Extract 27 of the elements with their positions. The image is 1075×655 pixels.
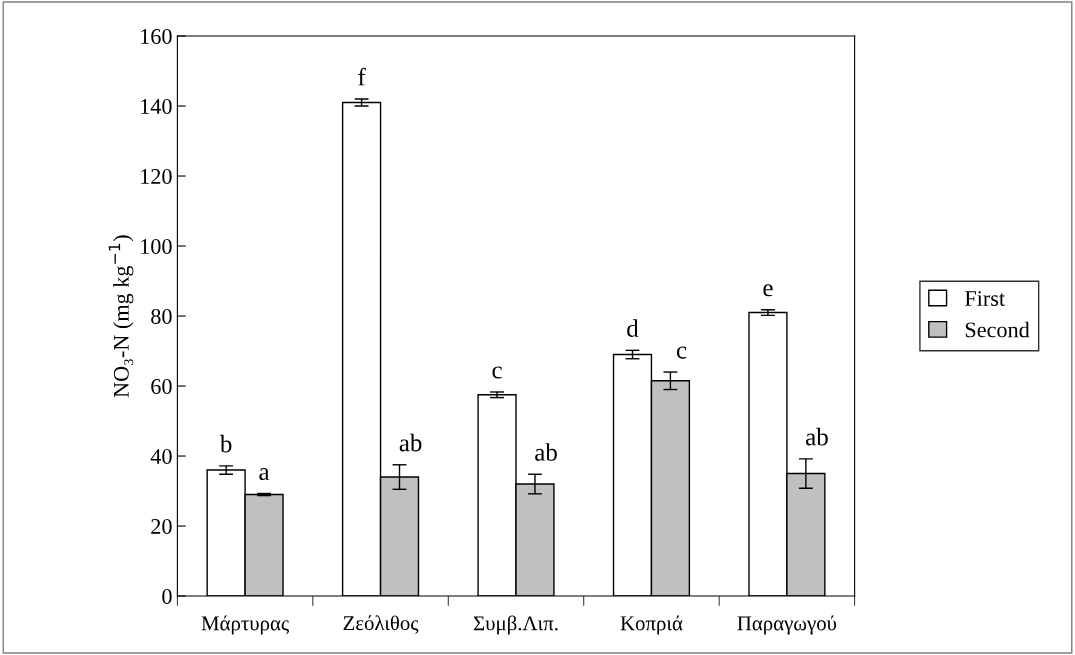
x-tick-label: Κοπριά <box>620 615 683 635</box>
annotation: a <box>259 468 270 481</box>
x-tick-label: Συμβ.Λιπ. <box>473 615 558 635</box>
annotation: ab <box>399 433 422 452</box>
x-tick-label: Παραγωγού <box>737 615 837 635</box>
y-axis-title: NO₃-N (mg kg$^{−1}$) <box>108 235 134 398</box>
y-tick-label: 100 <box>141 238 172 254</box>
y-tick-label: 120 <box>141 168 172 184</box>
annotation: c <box>676 346 687 359</box>
x-tick-label: Ζεόλιθος <box>343 615 419 634</box>
y-tick-label: 0 <box>162 588 172 604</box>
y-tick-label: 160 <box>141 28 172 44</box>
y-tick-label: 60 <box>151 378 172 394</box>
legend-label: Second <box>965 321 1030 338</box>
x-tick-label: Μάρτυρας <box>201 615 289 635</box>
y-tick-label: 40 <box>150 448 172 464</box>
annotation: ab <box>806 427 828 446</box>
y-tick-label: 80 <box>151 308 172 324</box>
annotation: e <box>763 284 773 297</box>
y-tick-label: 20 <box>151 518 172 534</box>
y-tick-label: 140 <box>141 98 172 114</box>
annotation: ab <box>535 443 557 461</box>
annotation: b <box>219 434 232 453</box>
annotation: d <box>627 319 639 337</box>
legend-label: First <box>965 291 1005 306</box>
annotation: c <box>492 366 502 379</box>
annotation: f <box>358 67 366 86</box>
